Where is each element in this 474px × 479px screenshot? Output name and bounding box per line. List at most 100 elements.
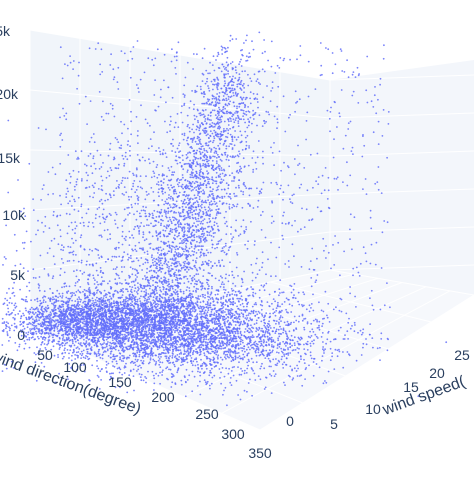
- data-point: [352, 153, 354, 155]
- data-point: [291, 345, 293, 347]
- data-point: [282, 332, 284, 334]
- data-point: [275, 257, 277, 259]
- data-point: [271, 222, 273, 224]
- data-point: [182, 177, 184, 179]
- data-point: [116, 214, 118, 216]
- data-point: [65, 196, 67, 198]
- data-point: [57, 354, 59, 356]
- data-point: [224, 121, 226, 123]
- data-point: [87, 348, 89, 350]
- data-point: [221, 189, 223, 191]
- data-point: [86, 123, 88, 125]
- data-point: [140, 79, 142, 81]
- data-point: [335, 306, 337, 308]
- data-point: [214, 342, 216, 344]
- data-point: [247, 365, 249, 367]
- data-point: [362, 188, 364, 190]
- data-point: [188, 254, 190, 256]
- data-point: [258, 375, 260, 377]
- data-point: [199, 209, 201, 211]
- data-point: [259, 191, 261, 193]
- data-point: [70, 345, 72, 347]
- data-point: [294, 367, 296, 369]
- data-point: [226, 225, 228, 227]
- data-point: [5, 225, 7, 227]
- data-point: [182, 329, 184, 331]
- data-point: [212, 217, 214, 219]
- data-point: [116, 180, 118, 182]
- data-point: [282, 238, 284, 240]
- data-point: [156, 312, 158, 314]
- data-point: [72, 254, 74, 256]
- data-point: [292, 202, 294, 204]
- data-point: [179, 353, 181, 355]
- data-point: [165, 352, 167, 354]
- data-point: [80, 237, 82, 239]
- data-point: [180, 278, 182, 280]
- data-point: [276, 307, 278, 309]
- data-point: [246, 368, 248, 370]
- data-point: [106, 339, 108, 341]
- data-point: [127, 253, 129, 255]
- data-point: [129, 286, 131, 288]
- data-point: [49, 248, 51, 250]
- data-point: [326, 315, 328, 317]
- data-point: [272, 313, 274, 315]
- data-point: [90, 100, 92, 102]
- data-point: [198, 295, 200, 297]
- data-point: [211, 226, 213, 228]
- data-point: [363, 145, 365, 147]
- data-point: [264, 334, 266, 336]
- data-point: [208, 374, 210, 376]
- data-point: [301, 266, 303, 268]
- data-point: [234, 136, 236, 138]
- data-point: [130, 196, 132, 198]
- data-point: [371, 290, 373, 292]
- data-point: [125, 279, 127, 281]
- data-point: [62, 108, 64, 110]
- data-point: [317, 183, 319, 185]
- data-point: [188, 210, 190, 212]
- data-point: [300, 358, 302, 360]
- data-point: [357, 102, 359, 104]
- data-point: [365, 178, 367, 180]
- data-point: [313, 339, 315, 341]
- data-point: [187, 255, 189, 257]
- data-point: [235, 338, 237, 340]
- data-point: [142, 263, 144, 265]
- data-point: [149, 125, 151, 127]
- data-point: [234, 321, 236, 323]
- data-point: [141, 374, 143, 376]
- data-point: [91, 303, 93, 305]
- data-point: [179, 150, 181, 152]
- data-point: [26, 339, 28, 341]
- data-point: [146, 238, 148, 240]
- data-point: [288, 375, 290, 377]
- data-point: [243, 83, 245, 85]
- data-point: [215, 59, 217, 61]
- data-point: [7, 311, 9, 313]
- data-point: [226, 203, 228, 205]
- data-point: [75, 254, 77, 256]
- data-point: [4, 302, 6, 304]
- data-point: [198, 328, 200, 330]
- data-point: [181, 384, 183, 386]
- data-point: [218, 114, 220, 116]
- data-point: [199, 163, 201, 165]
- data-point: [240, 399, 242, 401]
- data-point: [107, 283, 109, 285]
- data-point: [63, 246, 65, 248]
- data-point: [154, 300, 156, 302]
- data-point: [158, 360, 160, 362]
- data-point: [172, 352, 174, 354]
- data-point: [84, 316, 86, 318]
- data-point: [223, 66, 225, 68]
- data-point: [97, 300, 99, 302]
- data-point: [210, 149, 212, 151]
- data-point: [219, 173, 221, 175]
- data-point: [366, 343, 368, 345]
- data-point: [100, 176, 102, 178]
- data-point: [208, 226, 210, 228]
